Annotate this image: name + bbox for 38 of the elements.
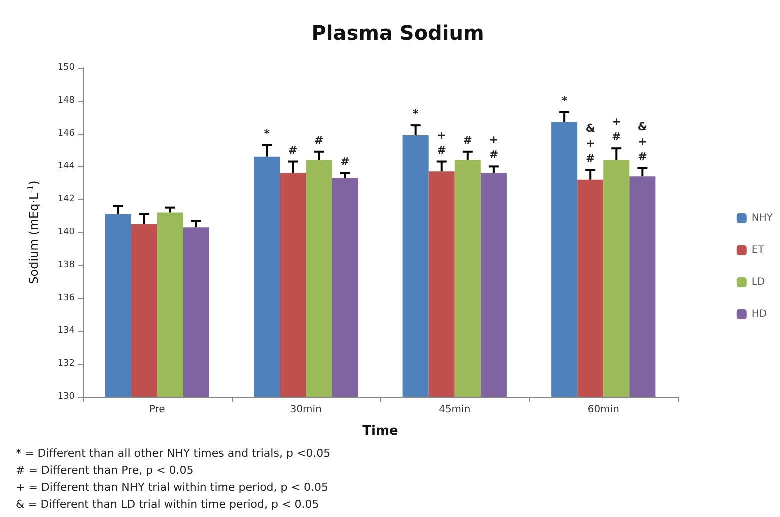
y-tick-label: 144	[58, 162, 76, 172]
x-tick-label: 30min	[290, 404, 322, 416]
data-label: #	[463, 134, 472, 147]
data-label: & + #	[586, 122, 596, 165]
legend-label: NHY	[752, 213, 774, 224]
data-label: + #	[489, 134, 499, 162]
legend-label: HD	[752, 309, 768, 320]
data-label: #	[314, 134, 324, 147]
legend-label: LD	[752, 277, 766, 288]
data-label: + #	[437, 128, 446, 157]
y-axis-title: Sodium (mEq·L-1)	[26, 180, 41, 284]
x-tick-label: 45min	[439, 404, 471, 416]
data-label: & + #	[638, 120, 648, 164]
y-tick-label: 142	[58, 194, 75, 205]
y-tick-label: 136	[58, 293, 76, 304]
data-label: #	[288, 144, 298, 157]
y-tick-label: 140	[58, 228, 76, 238]
chart-title: Plasma Sodium	[312, 21, 484, 45]
y-tick-label: 146	[58, 128, 76, 139]
y-tick-label: 132	[58, 359, 75, 370]
legend-label: ET	[752, 245, 766, 256]
data-label: #	[340, 155, 350, 168]
y-tick-label: 148	[58, 96, 76, 106]
text: & = Different than LD trial within time period, p < 0.05	[16, 498, 320, 511]
x-axis-title: Time	[362, 424, 399, 439]
data-label: *	[412, 108, 419, 121]
data-label: + #	[612, 116, 622, 144]
text: * = Different than all other NHY times and trials, p <0.05	[16, 447, 331, 460]
y-tick-label: 150	[58, 63, 76, 73]
x-tick-label: Pre	[149, 404, 166, 416]
y-tick-label: 138	[58, 260, 76, 270]
y-tick-label: 130	[58, 392, 76, 402]
y-tick-label: 134	[58, 326, 76, 336]
data-label: *	[562, 94, 568, 108]
x-tick-label: 60min	[588, 404, 620, 416]
text: + = Different than NHY trial within time period, p < 0.05	[16, 481, 328, 494]
data-label: *	[264, 127, 270, 140]
text: # = Different than Pre, p < 0.05	[16, 464, 194, 477]
